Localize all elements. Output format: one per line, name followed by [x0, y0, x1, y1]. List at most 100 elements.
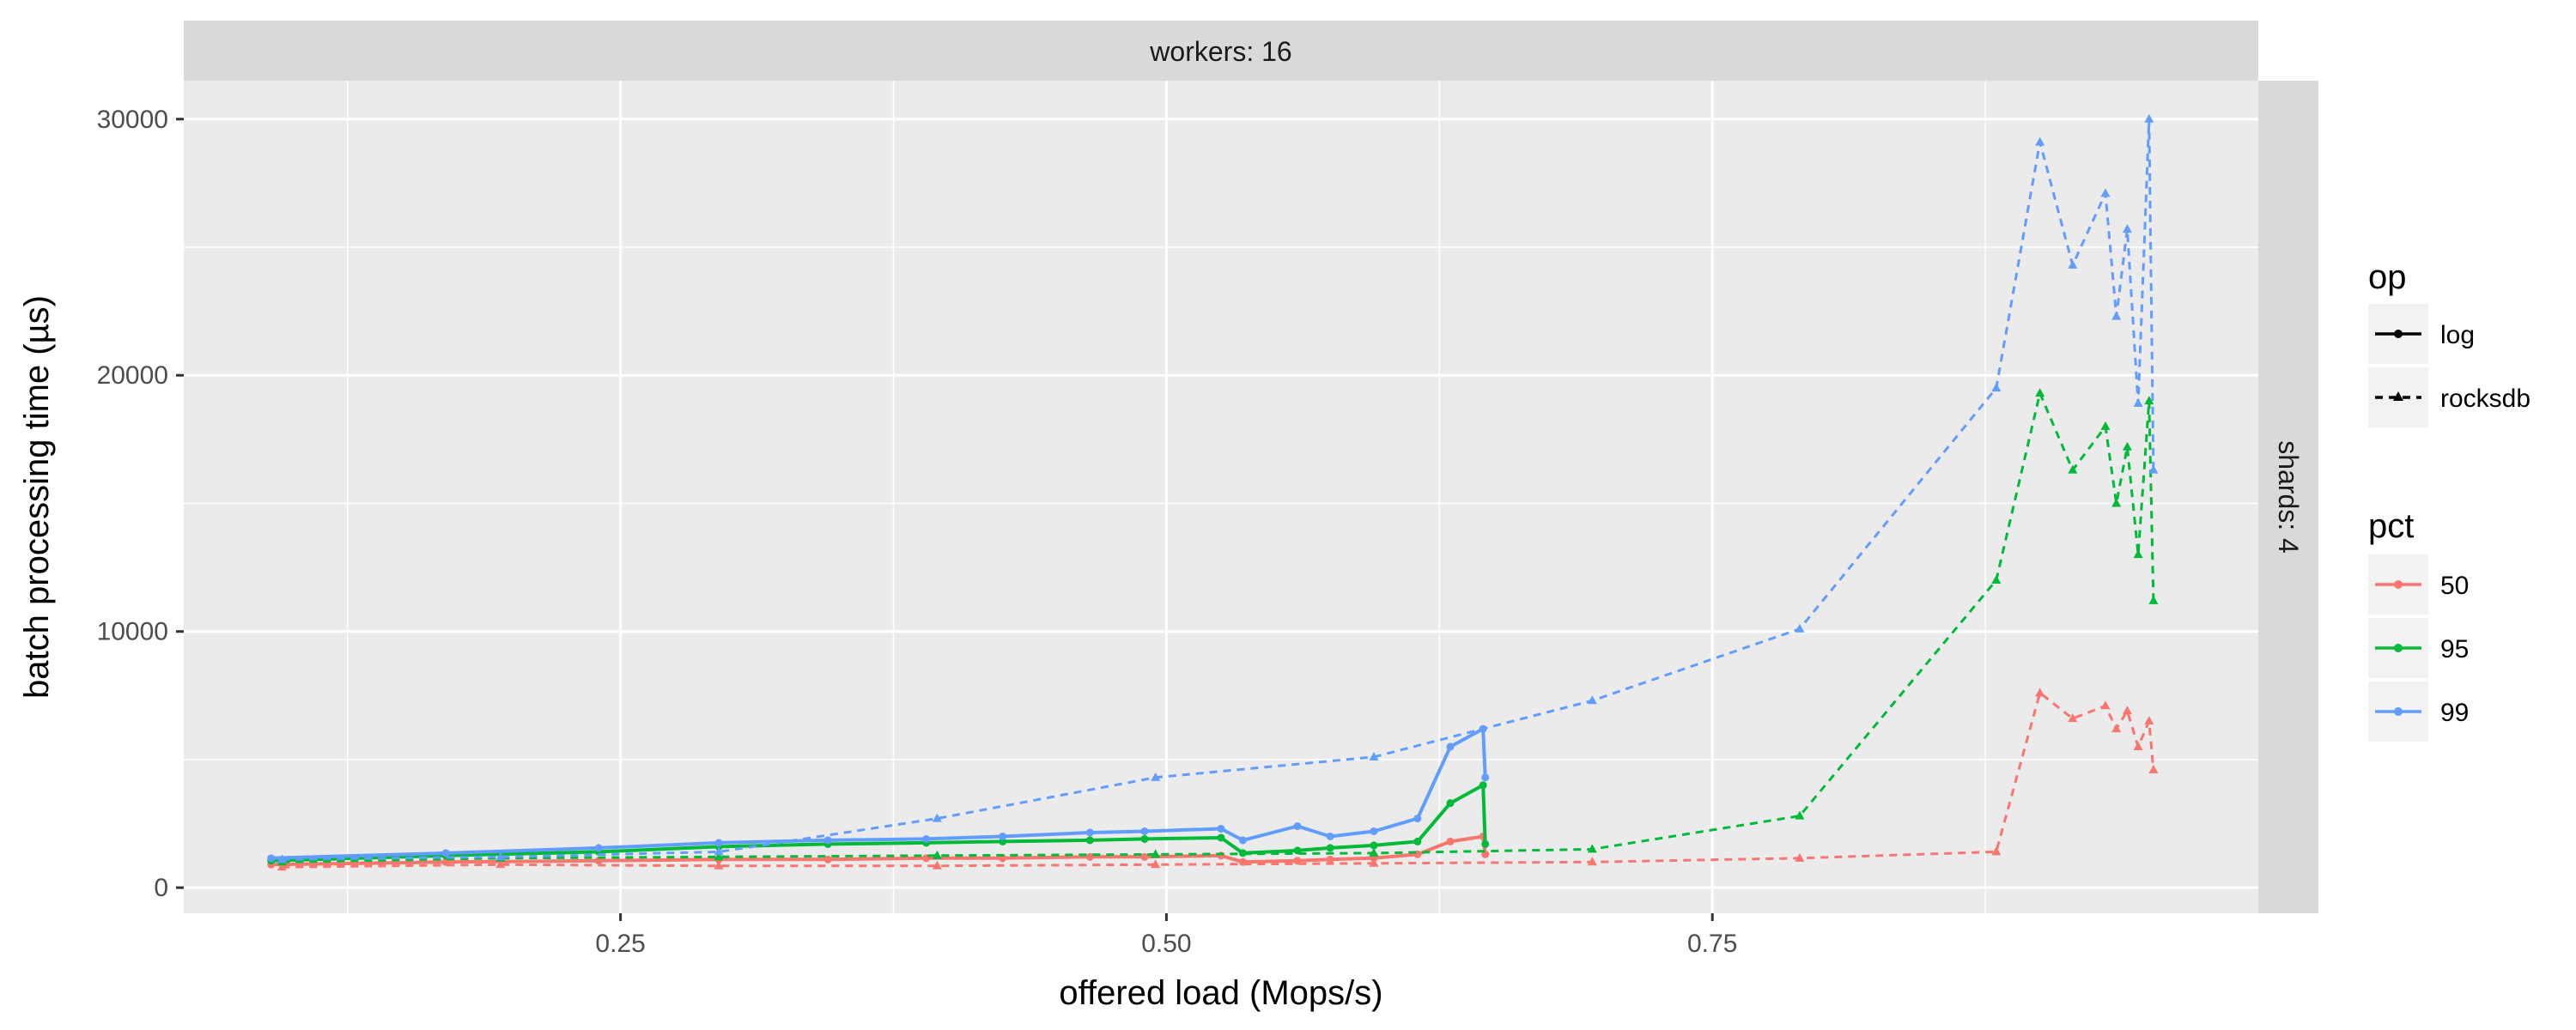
legend-pct-99-label: 99	[2440, 699, 2469, 727]
point-log-95-16	[1479, 781, 1487, 790]
point-rocksdb-95-9	[2035, 388, 2045, 397]
point-rocksdb-99-14	[2133, 398, 2143, 408]
point-rocksdb-50-8	[1991, 846, 2002, 856]
point-rocksdb-99-11	[2100, 188, 2111, 197]
point-rocksdb-99-1	[495, 851, 506, 861]
point-rocksdb-50-9	[2035, 688, 2045, 697]
point-rocksdb-95-14	[2133, 549, 2143, 559]
legend-op-rocksdb-point	[2393, 391, 2403, 401]
x-tick-label-0: 0.25	[595, 930, 645, 958]
point-rocksdb-50-7	[1795, 852, 1805, 862]
y-tick-label-3: 30000	[97, 106, 168, 134]
point-log-99-2	[594, 844, 603, 852]
point-log-99-13	[1370, 827, 1378, 835]
point-log-99-8	[1140, 827, 1149, 835]
legend: op log rocksdb pct 50 95 99	[2368, 258, 2530, 742]
point-rocksdb-95-4	[1151, 849, 1161, 858]
point-log-50-15	[1446, 837, 1455, 845]
point-log-99-9	[1217, 825, 1225, 833]
point-rocksdb-50-4	[1151, 859, 1161, 869]
point-rocksdb-99-16	[2148, 464, 2159, 474]
point-log-95-14	[1413, 837, 1422, 845]
point-rocksdb-50-3	[932, 860, 942, 869]
point-log-99-3	[714, 839, 723, 847]
legend-pct-50-point	[2394, 580, 2403, 589]
legend-op-title: op	[2368, 258, 2407, 296]
point-rocksdb-50-5	[1369, 857, 1379, 867]
point-rocksdb-99-10	[2068, 259, 2078, 269]
point-rocksdb-99-15	[2144, 113, 2154, 123]
point-rocksdb-95-15	[2144, 396, 2154, 405]
point-rocksdb-99-12	[2111, 311, 2122, 320]
point-log-50-8	[1140, 852, 1149, 861]
point-rocksdb-99-9	[2035, 136, 2045, 146]
point-rocksdb-99-3	[932, 813, 942, 822]
point-rocksdb-99-2	[714, 846, 724, 856]
x-tick-label-2: 0.75	[1687, 930, 1737, 958]
point-log-95-8	[1140, 834, 1149, 843]
point-log-99-6	[999, 832, 1007, 840]
point-rocksdb-95-16	[2148, 595, 2159, 604]
point-log-99-10	[1238, 836, 1247, 845]
point-log-95-15	[1446, 799, 1455, 808]
point-rocksdb-50-10	[2068, 713, 2078, 723]
x-axis-title: offered load (Mops/s)	[1059, 974, 1382, 1012]
point-log-99-14	[1413, 815, 1422, 823]
series-line-log-95	[270, 783, 1487, 863]
point-rocksdb-50-12	[2111, 724, 2122, 733]
point-rocksdb-99-4	[1151, 772, 1161, 781]
point-log-99-11	[1293, 822, 1302, 831]
point-rocksdb-50-2	[714, 860, 724, 869]
axis-layer: 0.25 0.50 0.75 0 10000 20000 30000	[97, 106, 1738, 958]
point-log-99-7	[1085, 828, 1094, 837]
strip-right-label: shards: 4	[2273, 440, 2304, 554]
point-log-99-12	[1326, 832, 1334, 840]
legend-pct-95-point	[2394, 644, 2403, 652]
point-rocksdb-50-13	[2122, 706, 2132, 715]
point-log-99-4	[823, 836, 832, 845]
x-tick-label-1: 0.50	[1141, 930, 1191, 958]
point-rocksdb-95-5	[1369, 847, 1379, 857]
point-log-99-5	[922, 834, 931, 843]
point-rocksdb-95-8	[1991, 575, 2002, 584]
strip-right-bg	[2258, 81, 2318, 913]
point-rocksdb-95-12	[2111, 498, 2122, 507]
point-log-99-15	[1446, 742, 1455, 751]
point-rocksdb-95-6	[1587, 844, 1597, 853]
series-layer	[267, 113, 2159, 871]
point-rocksdb-99-0	[276, 854, 287, 863]
point-log-95-9	[1217, 833, 1225, 842]
legend-pct-50-label: 50	[2440, 572, 2469, 600]
y-tick-label-2: 20000	[97, 361, 168, 390]
plot-panel	[184, 81, 2258, 913]
point-rocksdb-50-11	[2100, 700, 2111, 710]
point-log-95-17	[1481, 839, 1490, 848]
point-rocksdb-95-3	[932, 850, 942, 859]
y-tick-label-0: 0	[154, 874, 168, 902]
grid-major	[184, 81, 2258, 913]
legend-op-log-point	[2394, 330, 2403, 338]
strip-top-bg	[184, 21, 2258, 81]
point-log-50-7	[1085, 852, 1094, 861]
series-line-log-99	[270, 727, 1487, 860]
point-log-95-12	[1326, 844, 1334, 852]
point-rocksdb-50-16	[2148, 764, 2159, 773]
y-tick-label-1: 10000	[97, 618, 168, 646]
point-rocksdb-99-7	[1795, 623, 1805, 633]
point-rocksdb-50-6	[1587, 857, 1597, 866]
point-rocksdb-95-11	[2100, 421, 2111, 430]
point-log-50-12	[1326, 855, 1334, 863]
point-rocksdb-50-15	[2144, 716, 2154, 725]
point-log-99-17	[1481, 773, 1490, 782]
point-rocksdb-95-2	[714, 851, 724, 861]
point-log-50-4	[823, 855, 832, 863]
strip-top-label: workers: 16	[1149, 36, 1291, 67]
point-rocksdb-99-8	[1991, 383, 2002, 392]
point-log-95-7	[1085, 836, 1094, 845]
series-line-rocksdb-50	[282, 691, 2155, 869]
point-rocksdb-50-0	[276, 862, 287, 871]
point-rocksdb-50-1	[495, 859, 506, 869]
y-axis-title: batch processing time (µs)	[18, 295, 56, 699]
